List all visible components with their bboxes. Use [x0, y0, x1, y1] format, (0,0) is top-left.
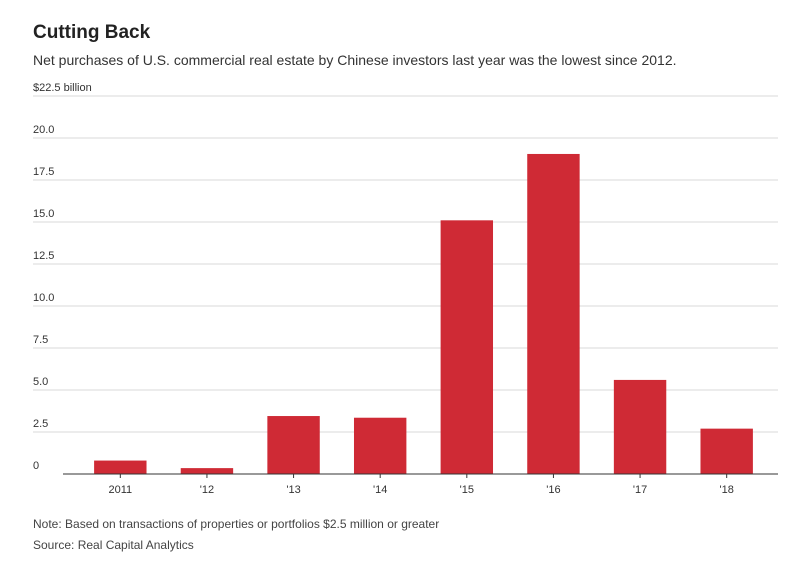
- y-tick-label: 5.0: [33, 376, 48, 388]
- y-tick-label: 2.5: [33, 418, 48, 430]
- y-tick-label: 15.0: [33, 208, 54, 220]
- chart-title: Cutting Back: [33, 22, 151, 43]
- y-tick-label: 10.0: [33, 292, 54, 304]
- y-tick-label: 17.5: [33, 166, 54, 178]
- bar: [527, 153, 580, 474]
- y-axis-ticks: 0 2.5 5.0 7.5 10.0 12.5 15.0 17.5 20.0 $22.5 bill…: [33, 82, 92, 472]
- y-tick-label: 0: [33, 460, 39, 472]
- bars: [94, 153, 753, 474]
- bar: [267, 416, 320, 474]
- x-tick-label: '18: [720, 484, 734, 496]
- x-tick-label: '13: [286, 484, 300, 496]
- bar: [94, 460, 147, 474]
- chart-subtitle: Net purchases of U.S. commercial real es…: [33, 52, 677, 68]
- bar: [353, 417, 407, 474]
- x-tick-label: '12: [200, 484, 214, 496]
- bar: [613, 379, 667, 474]
- x-tick-label: '15: [460, 484, 474, 496]
- bar: [440, 220, 494, 474]
- x-tick-label: 2011: [108, 484, 132, 496]
- x-axis-ticks: 2011 '12 '13 '14 '15 '16 '17 '18: [108, 474, 734, 496]
- y-tick-label: $22.5 billion: [33, 82, 92, 94]
- bar: [700, 428, 753, 474]
- x-tick-label: '16: [546, 484, 560, 496]
- y-tick-label: 12.5: [33, 250, 54, 262]
- chart-note: Note: Based on transactions of propertie…: [33, 517, 440, 531]
- x-tick-label: '14: [373, 484, 387, 496]
- y-tick-label: 20.0: [33, 124, 54, 136]
- x-tick-label: '17: [633, 484, 647, 496]
- bar: [180, 468, 234, 474]
- chart-source: Source: Real Capital Analytics: [33, 538, 194, 552]
- y-tick-label: 7.5: [33, 334, 48, 346]
